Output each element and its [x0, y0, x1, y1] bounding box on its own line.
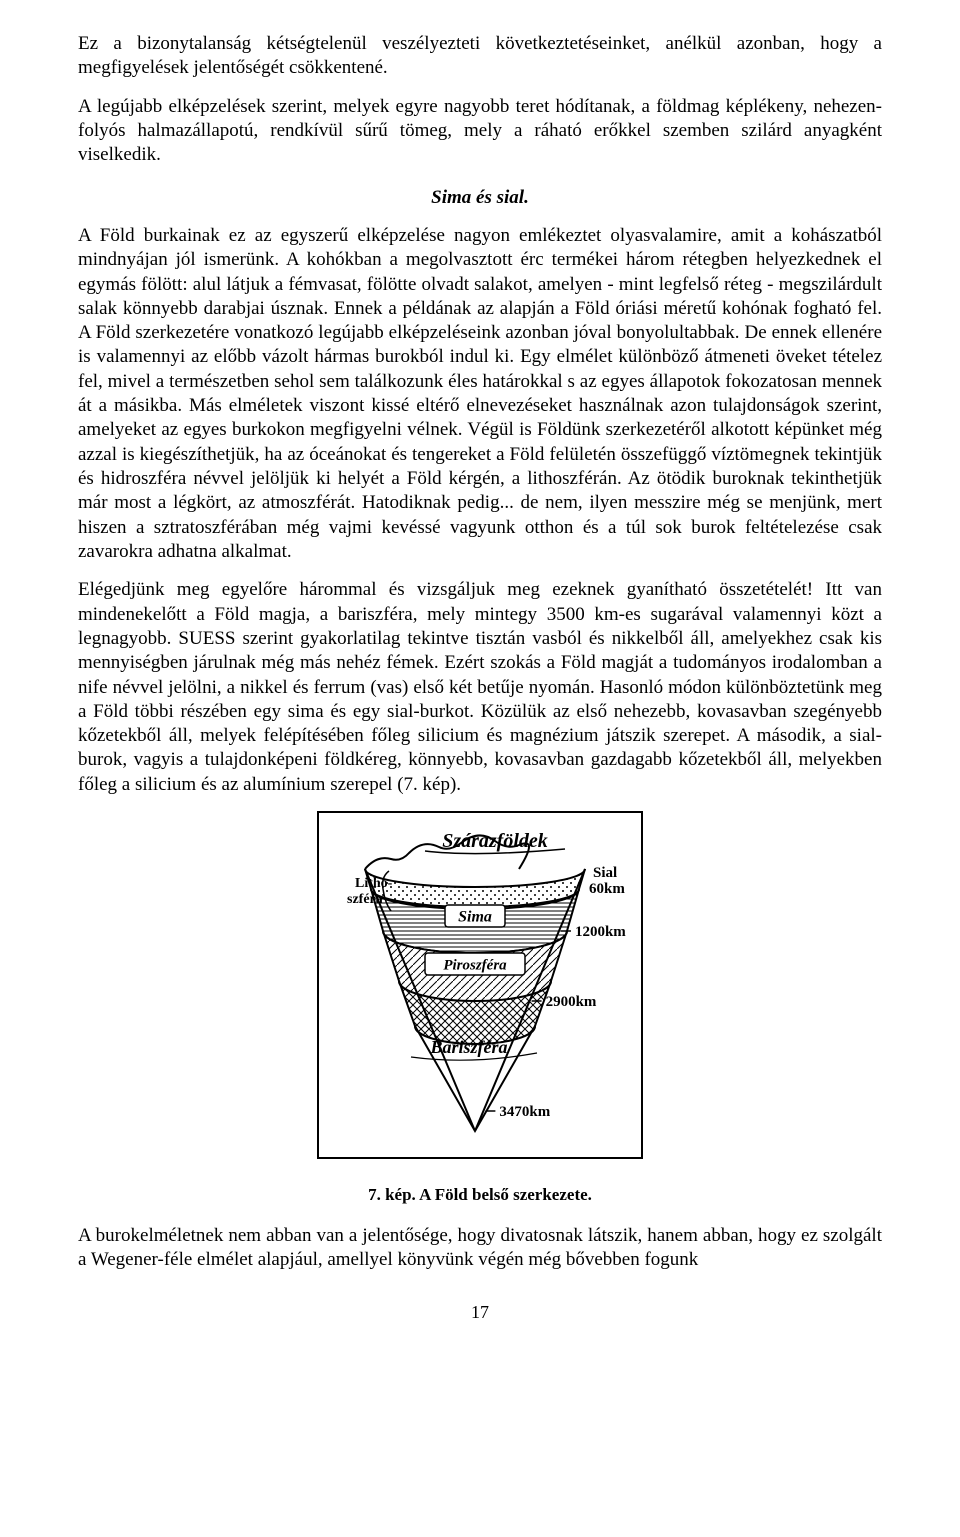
- figure-container: Sima Piroszféra Szárazföldek Bariszféra Lith…: [78, 811, 882, 1166]
- svg-text:Piroszféra: Piroszféra: [443, 957, 507, 973]
- svg-text:Bariszféra: Bariszféra: [429, 1037, 507, 1057]
- svg-text:Szárazföldek: Szárazföldek: [442, 830, 548, 852]
- page-number: 17: [78, 1301, 882, 1324]
- earth-structure-diagram: Sima Piroszféra Szárazföldek Bariszféra Lith…: [325, 821, 635, 1151]
- paragraph-5: A burokelméletnek nem abban van a jelent…: [78, 1224, 882, 1273]
- svg-text:Sima: Sima: [458, 909, 492, 926]
- svg-text:szféra: szféra: [347, 892, 383, 907]
- figure-box: Sima Piroszféra Szárazföldek Bariszféra Lith…: [317, 811, 643, 1159]
- svg-text:Litho-: Litho-: [355, 876, 393, 891]
- paragraph-3: A Föld burkainak ez az egyszerű elképzel…: [78, 224, 882, 564]
- figure-caption: 7. kép. A Föld belső szerkezete.: [78, 1184, 882, 1206]
- section-title: Sima és sial.: [78, 186, 882, 210]
- svg-text:3470km: 3470km: [499, 1104, 550, 1120]
- svg-text:2900km: 2900km: [546, 994, 597, 1010]
- svg-text:60km: 60km: [589, 881, 625, 897]
- svg-text:Sial: Sial: [593, 865, 617, 881]
- paragraph-1: Ez a bizonytalanság kétségtelenül veszél…: [78, 32, 882, 81]
- paragraph-2: A legújabb elképzelések szerint, melyek …: [78, 95, 882, 168]
- svg-text:1200km: 1200km: [575, 924, 626, 940]
- paragraph-4: Elégedjünk meg egyelőre hárommal és vizs…: [78, 578, 882, 797]
